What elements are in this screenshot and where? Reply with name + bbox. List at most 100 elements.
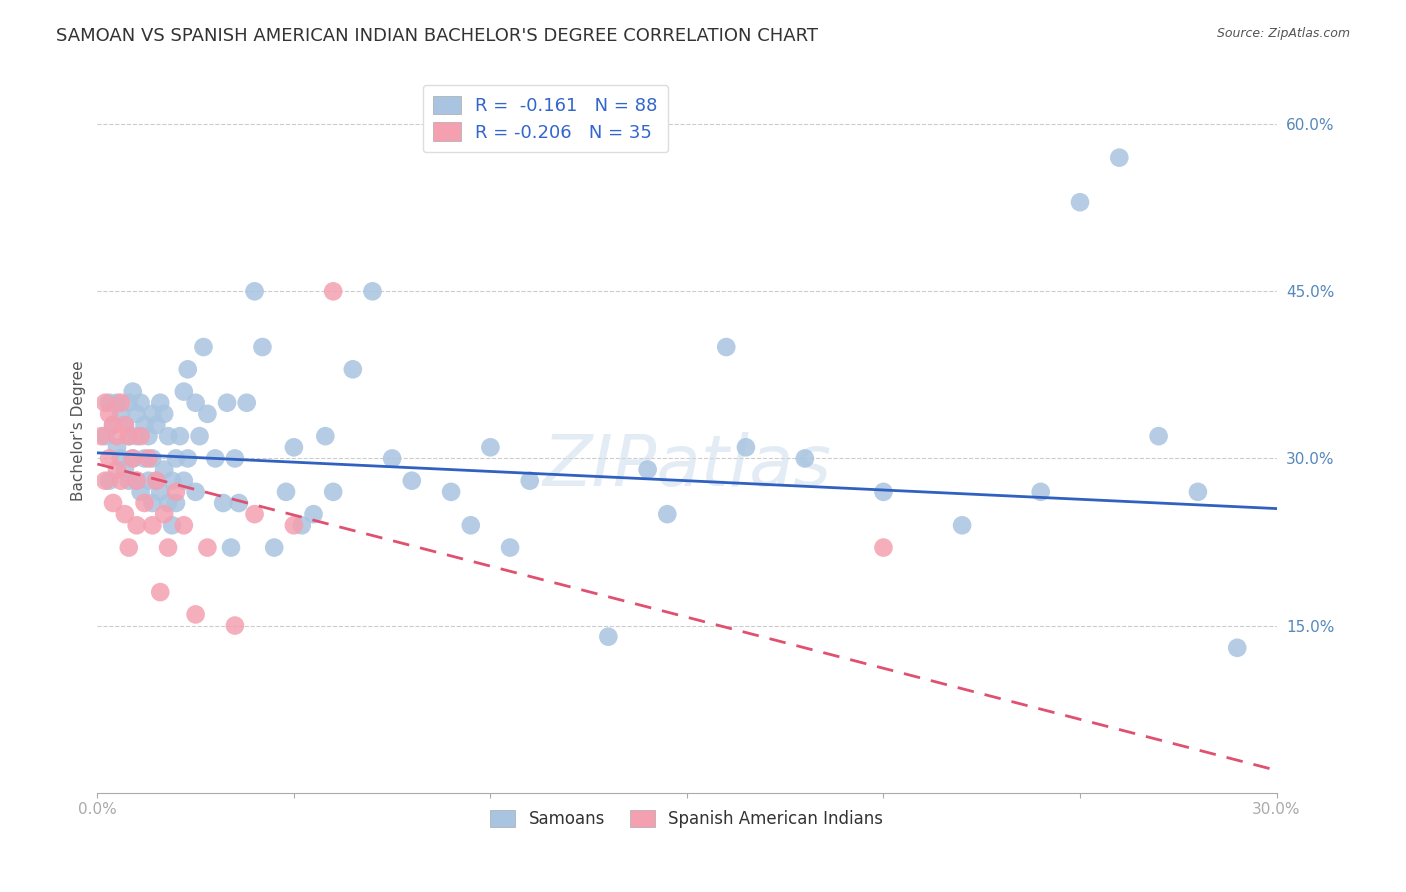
Point	[129, 395, 152, 409]
Point	[125, 474, 148, 488]
Point	[118, 429, 141, 443]
Legend: Samoans, Spanish American Indians: Samoans, Spanish American Indians	[484, 804, 890, 835]
Point	[157, 496, 180, 510]
Point	[212, 496, 235, 510]
Point	[184, 484, 207, 499]
Point	[114, 462, 136, 476]
Point	[98, 395, 121, 409]
Point	[716, 340, 738, 354]
Point	[440, 484, 463, 499]
Point	[110, 395, 132, 409]
Point	[149, 585, 172, 599]
Point	[224, 451, 246, 466]
Point	[153, 407, 176, 421]
Point	[149, 395, 172, 409]
Point	[125, 407, 148, 421]
Point	[224, 618, 246, 632]
Point	[793, 451, 815, 466]
Point	[141, 518, 163, 533]
Point	[519, 474, 541, 488]
Point	[101, 417, 124, 432]
Point	[165, 484, 187, 499]
Point	[169, 429, 191, 443]
Text: SAMOAN VS SPANISH AMERICAN INDIAN BACHELOR'S DEGREE CORRELATION CHART: SAMOAN VS SPANISH AMERICAN INDIAN BACHEL…	[56, 27, 818, 45]
Point	[105, 440, 128, 454]
Point	[118, 541, 141, 555]
Point	[872, 541, 894, 555]
Point	[1029, 484, 1052, 499]
Point	[114, 417, 136, 432]
Point	[243, 507, 266, 521]
Point	[105, 462, 128, 476]
Point	[197, 541, 219, 555]
Point	[101, 417, 124, 432]
Point	[204, 451, 226, 466]
Point	[219, 541, 242, 555]
Point	[118, 474, 141, 488]
Point	[228, 496, 250, 510]
Point	[94, 474, 117, 488]
Point	[479, 440, 502, 454]
Point	[177, 362, 200, 376]
Point	[141, 496, 163, 510]
Point	[735, 440, 758, 454]
Point	[138, 451, 160, 466]
Point	[173, 384, 195, 399]
Point	[322, 285, 344, 299]
Text: Source: ZipAtlas.com: Source: ZipAtlas.com	[1216, 27, 1350, 40]
Point	[165, 496, 187, 510]
Point	[138, 474, 160, 488]
Point	[173, 474, 195, 488]
Point	[114, 417, 136, 432]
Point	[173, 518, 195, 533]
Point	[94, 429, 117, 443]
Point	[291, 518, 314, 533]
Point	[1069, 195, 1091, 210]
Point	[125, 429, 148, 443]
Point	[215, 395, 238, 409]
Point	[235, 395, 257, 409]
Point	[243, 285, 266, 299]
Point	[105, 429, 128, 443]
Point	[342, 362, 364, 376]
Point	[98, 407, 121, 421]
Point	[145, 417, 167, 432]
Point	[110, 407, 132, 421]
Point	[314, 429, 336, 443]
Point	[118, 395, 141, 409]
Point	[153, 507, 176, 521]
Point	[1226, 640, 1249, 655]
Point	[499, 541, 522, 555]
Point	[460, 518, 482, 533]
Point	[118, 429, 141, 443]
Point	[134, 496, 156, 510]
Point	[157, 541, 180, 555]
Point	[1147, 429, 1170, 443]
Text: ZIPatlas: ZIPatlas	[543, 433, 831, 501]
Point	[138, 429, 160, 443]
Point	[134, 451, 156, 466]
Point	[121, 384, 143, 399]
Point	[263, 541, 285, 555]
Point	[114, 507, 136, 521]
Point	[184, 607, 207, 622]
Point	[94, 395, 117, 409]
Point	[177, 451, 200, 466]
Point	[98, 451, 121, 466]
Point	[121, 451, 143, 466]
Point	[141, 407, 163, 421]
Point	[110, 451, 132, 466]
Point	[193, 340, 215, 354]
Point	[322, 484, 344, 499]
Point	[381, 451, 404, 466]
Point	[145, 474, 167, 488]
Point	[252, 340, 274, 354]
Y-axis label: Bachelor's Degree: Bachelor's Degree	[72, 360, 86, 501]
Point	[361, 285, 384, 299]
Point	[101, 496, 124, 510]
Point	[598, 630, 620, 644]
Point	[134, 417, 156, 432]
Point	[129, 429, 152, 443]
Point	[401, 474, 423, 488]
Point	[274, 484, 297, 499]
